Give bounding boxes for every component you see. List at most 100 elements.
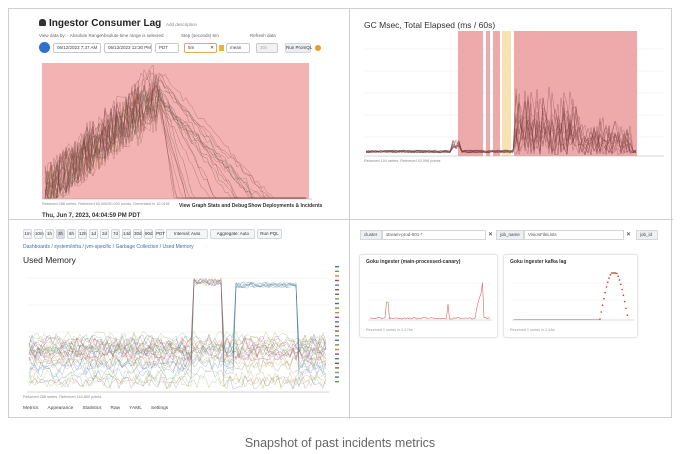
toolbar-chip[interactable]: 6h — [67, 229, 76, 239]
kafka-lag-point — [605, 286, 608, 288]
time-from-input[interactable]: 06/12/2023 7:37 AM — [53, 43, 101, 53]
filter-clear-icon[interactable]: ✕ — [626, 232, 632, 238]
kafka-lag-chart — [512, 272, 634, 321]
figure-caption: Snapshot of past incidents metrics — [244, 436, 436, 450]
legend-swatch — [335, 293, 339, 295]
toolbar-chip[interactable]: Run PQL — [257, 229, 282, 239]
filter-value-cluster[interactable]: stream-prod-001-* — [382, 230, 486, 240]
tab-raw[interactable]: Raw — [110, 406, 121, 411]
kafka-lag-point — [608, 277, 610, 279]
breadcrumb-item[interactable]: Garbage Collection — [115, 244, 159, 250]
tab-metrics[interactable]: Metrics — [23, 406, 39, 411]
time-from-label: View data by: - Absolute Range — [39, 33, 102, 38]
mem-legend — [335, 266, 339, 383]
mem-series-line — [28, 369, 327, 384]
kafka-lag-point — [613, 272, 616, 274]
mem-series-line — [28, 374, 327, 390]
timezone-select[interactable]: PDT — [155, 43, 179, 53]
lag-footer-note: Returned 286 series. Retrieved 60,000/50… — [42, 202, 170, 206]
deployments-button[interactable]: Show Deployments & Incidents — [248, 202, 322, 212]
toolbar-chip[interactable]: 12h — [78, 229, 87, 239]
refresh-input[interactable]: 30s — [256, 43, 278, 53]
mem-series-line — [28, 277, 327, 375]
card-footer: Received 1 series in 2.18s — [510, 328, 555, 332]
kafka-lag-point — [625, 307, 627, 310]
mem-series-line — [28, 344, 327, 360]
mem-series-line — [28, 277, 327, 361]
legend-swatch — [335, 307, 339, 309]
legend-swatch — [335, 298, 339, 300]
legend-swatch — [335, 376, 339, 378]
legend-swatch — [335, 275, 339, 277]
legend-swatch — [335, 266, 339, 268]
breadcrumb: Dashboards / system/infra / jvm-specific… — [23, 244, 194, 250]
filter-key-job-name: job_name — [496, 230, 524, 240]
settings-icon[interactable] — [315, 45, 321, 51]
step-clear-icon[interactable]: ✕ — [210, 45, 215, 51]
kafka-card-canary: Goku ingester (main-processed-canary) Re… — [359, 254, 498, 338]
mem-series-line — [28, 277, 327, 350]
lag-chart — [42, 63, 312, 200]
filter-value-job-name[interactable]: VisionFileLists — [524, 230, 624, 240]
toolbar-chip[interactable]: 1h — [45, 229, 54, 239]
graph-stats-button[interactable]: View Graph Stats and Debug — [179, 202, 247, 212]
lag-incident-shade — [42, 63, 309, 199]
tab-appearance[interactable]: Appearance — [47, 406, 74, 411]
filter-key-cluster: cluster — [360, 230, 382, 240]
gc-chart — [364, 31, 664, 157]
step-label: Step (seconds) 5m — [181, 33, 219, 38]
tab-yaml[interactable]: YAML — [129, 406, 142, 411]
run-promql-button[interactable]: Run PromQL — [285, 43, 312, 53]
kafka-lag-point — [623, 300, 626, 303]
legend-swatch — [335, 353, 339, 355]
lag-series-lines — [44, 64, 306, 199]
legend-swatch — [335, 284, 339, 286]
tab-statistics[interactable]: Statistics — [82, 406, 102, 411]
gc-series-line — [365, 98, 637, 156]
time-to-input[interactable]: 06/13/2023 12:30 PM — [104, 43, 152, 53]
lag-title-row: Ingestor Consumer Lag Add description — [39, 18, 197, 29]
toolbar-chip[interactable]: PDT — [155, 229, 165, 239]
toolbar-chip[interactable]: 14d — [122, 229, 131, 239]
step-input[interactable]: 5m — [184, 43, 217, 53]
breadcrumb-item[interactable]: system/infra — [54, 244, 82, 250]
panel-ingestor-lag: Ingestor Consumer Lag Add description Vi… — [9, 9, 349, 219]
horizontal-divider — [9, 219, 673, 220]
breadcrumb-item[interactable]: jvm-specific — [85, 244, 112, 250]
breadcrumb-item[interactable]: Dashboards — [23, 244, 50, 250]
toolbar-chip[interactable]: 10m — [34, 229, 44, 239]
gc-incident-shade-1 — [458, 31, 483, 156]
toolbar-chip[interactable]: 1d — [89, 229, 98, 239]
breadcrumb-item[interactable]: Used Memory — [162, 244, 194, 250]
toolbar-chip[interactable]: 2d — [100, 229, 109, 239]
toolbar-chip[interactable]: 3h — [56, 229, 65, 239]
panel-gc: GC Msec, Total Elapsed (ms / 60s) Return… — [350, 9, 673, 219]
tab-settings[interactable]: Settings — [150, 406, 169, 411]
toolbar-chip[interactable]: 7d — [111, 229, 120, 239]
toolbar-chip[interactable]: 30d — [133, 229, 142, 239]
mem-series-line — [28, 282, 327, 370]
legend-swatch — [335, 270, 339, 272]
canary-series — [369, 282, 491, 320]
calendar-icon[interactable] — [39, 42, 50, 53]
panel-kafka: cluster stream-prod-001-* ✕ job_name Vis… — [350, 220, 673, 419]
filter-key-job-id[interactable]: job_id — [636, 230, 658, 240]
mem-series-line — [28, 341, 327, 357]
filter-clear-icon[interactable]: ✕ — [488, 232, 494, 238]
lag-title-suffix[interactable]: Add description — [166, 22, 198, 27]
legend-swatch — [335, 371, 339, 374]
aggregation-select[interactable]: mean — [226, 43, 250, 53]
toolbar-chip[interactable]: Aggregate: Auto — [210, 229, 256, 239]
mem-series-line — [28, 277, 327, 388]
gc-incident-shade-2 — [486, 31, 490, 156]
toolbar-chip[interactable]: 90d — [144, 229, 153, 239]
screenshot-grid: Ingestor Consumer Lag Add description Vi… — [8, 8, 673, 419]
toolbar-chip[interactable]: Interval: Auto — [166, 229, 209, 239]
legend-swatch — [335, 325, 339, 328]
mem-series-line — [28, 346, 327, 362]
toolbar-chip[interactable]: 1m — [23, 229, 32, 239]
mem-series-line — [28, 282, 327, 381]
gc-incident-shade-3 — [493, 31, 500, 156]
legend-swatch — [335, 312, 339, 314]
kafka-lag-point — [620, 283, 622, 286]
